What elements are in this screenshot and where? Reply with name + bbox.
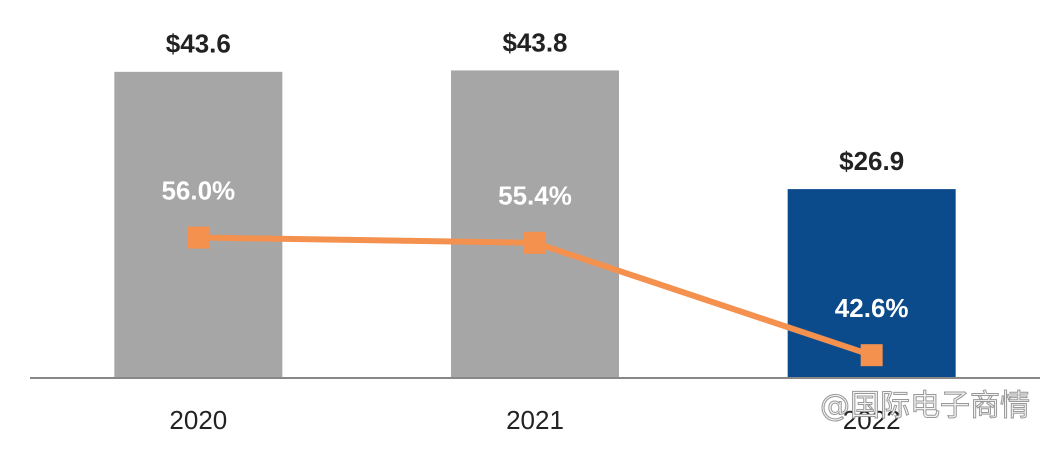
line-marker	[524, 231, 546, 254]
bar	[114, 71, 283, 378]
bar-value-label: $26.9	[839, 146, 904, 176]
bar	[451, 70, 619, 378]
line-marker	[187, 226, 210, 249]
bar-value-label: $43.8	[502, 27, 567, 57]
line-marker	[860, 344, 883, 367]
line-value-label: 55.4%	[498, 181, 572, 211]
x-tick-label: 2022	[843, 405, 901, 435]
watermark: @国际电子商情	[820, 389, 1030, 424]
bar-value-label: $43.6	[166, 29, 231, 59]
line-value-label: 56.0%	[161, 175, 235, 205]
x-tick-label: 2021	[506, 405, 564, 435]
line-value-label: 42.6%	[835, 293, 909, 323]
x-tick-label: 2020	[169, 405, 227, 435]
